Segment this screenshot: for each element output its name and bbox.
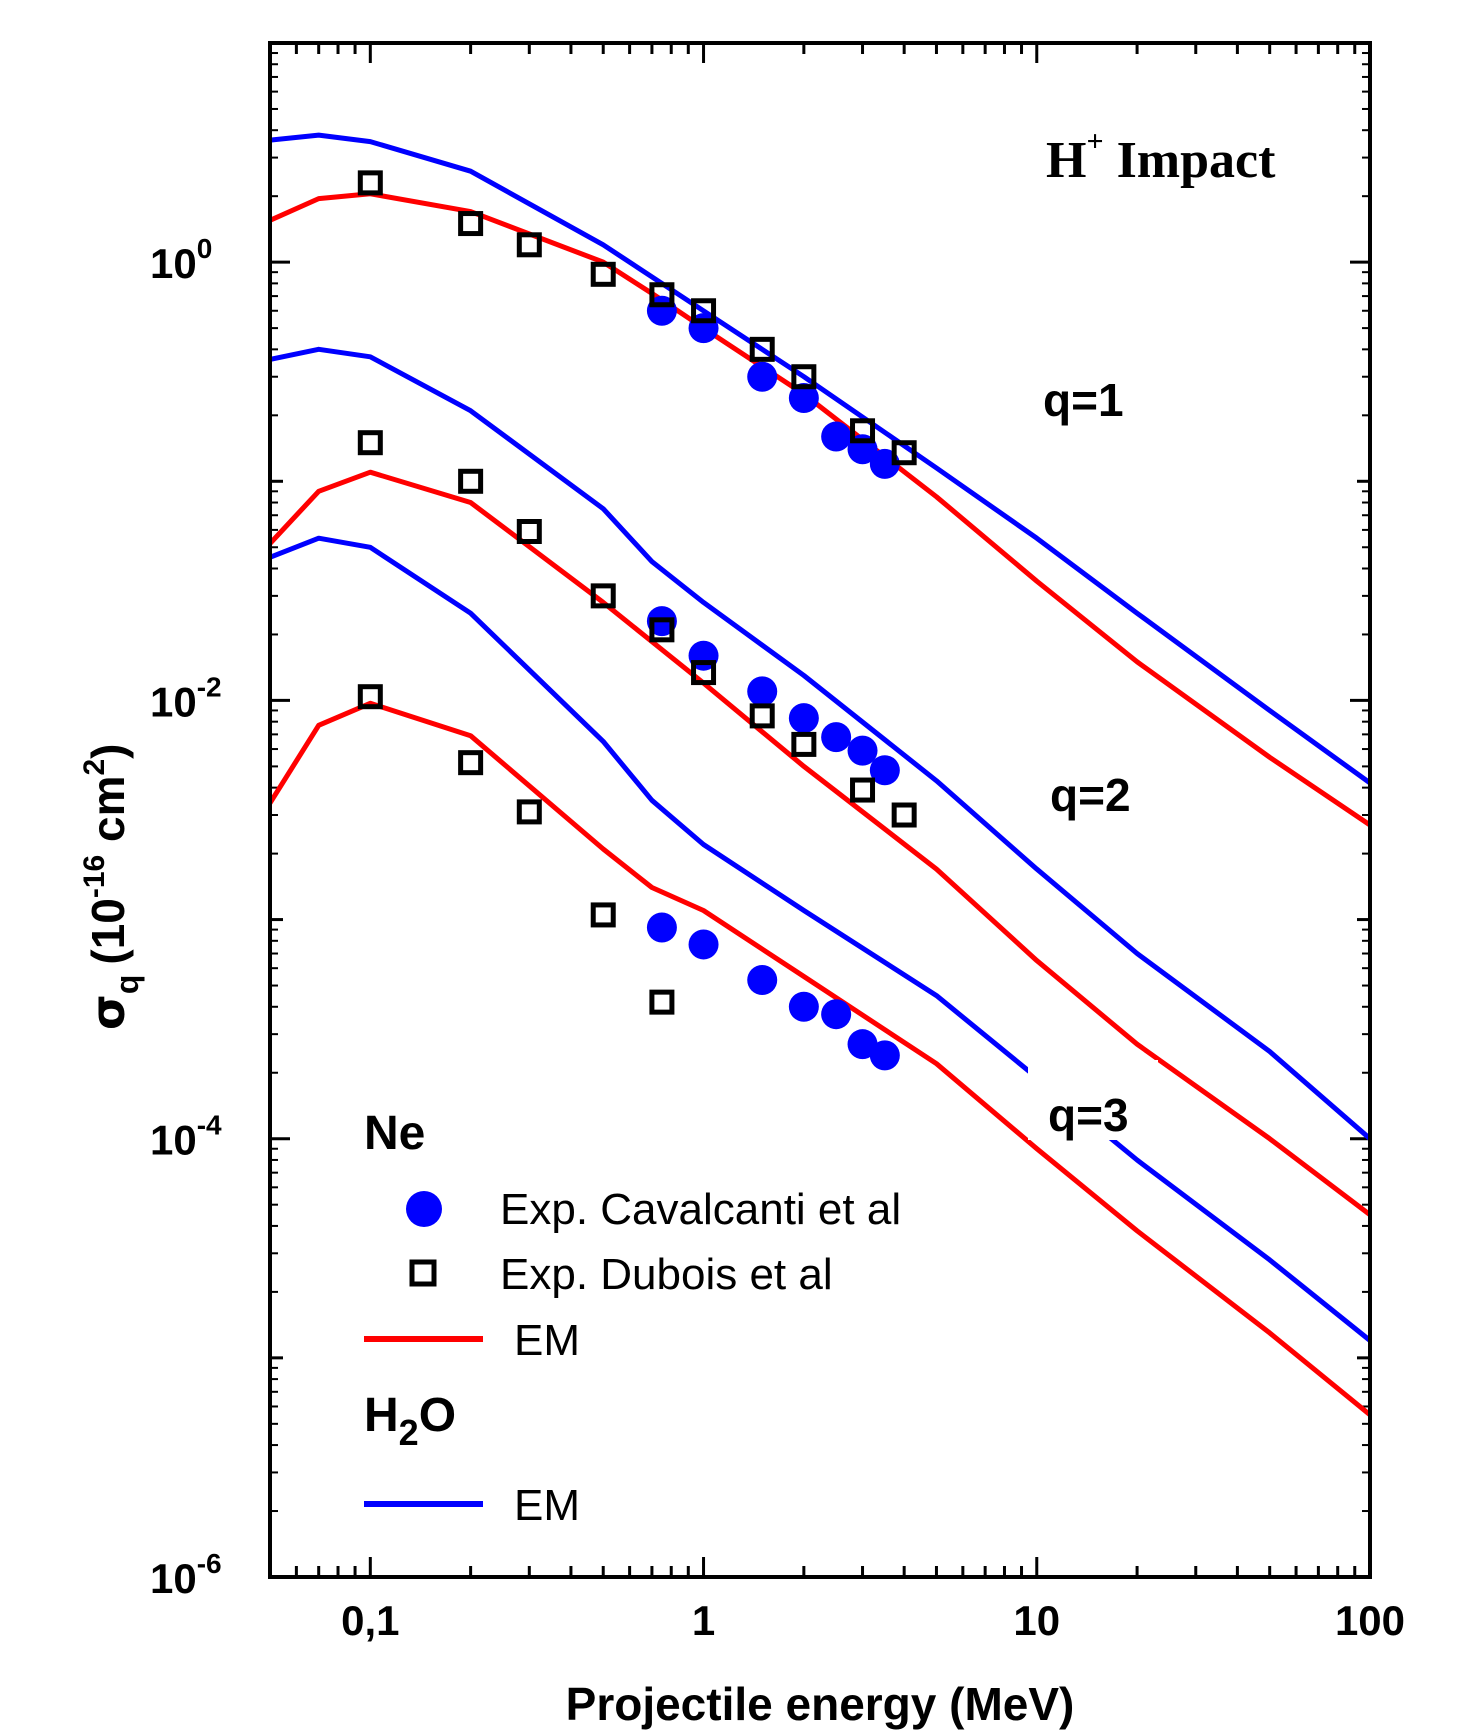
legend-h2o-em-label: EM <box>514 1481 580 1530</box>
dubois-point <box>791 731 817 757</box>
dubois-point <box>357 170 383 196</box>
legend-h2o-heading: H2O <box>364 1389 456 1453</box>
curve-labels: q=1 q=2 q=3 <box>1028 374 1158 1141</box>
y-axis-unit-mid: cm <box>82 776 134 855</box>
cavalcanti-point <box>747 676 778 707</box>
plot-frame <box>268 41 1372 1579</box>
dubois-point <box>749 703 775 729</box>
impact-annotation: H+ Impact <box>1046 125 1276 189</box>
dubois-point <box>850 777 876 803</box>
q3-label: q=3 <box>1048 1089 1129 1141</box>
y-tick-label: 10-4 <box>150 1110 222 1164</box>
dubois-point <box>791 364 817 390</box>
impact-annotation-h: H <box>1046 132 1086 189</box>
y-axis-sub: q <box>109 975 145 995</box>
cavalcanti-point <box>747 964 778 995</box>
y-axis-unit-exp2: 2 <box>78 759 111 776</box>
y-tick-label: 10-2 <box>150 671 222 725</box>
legend: Ne Exp. Cavalcanti et al Exp. Dubois et … <box>364 1107 901 1530</box>
cavalcanti-point <box>821 421 852 452</box>
y-axis-sigma: σ <box>81 994 135 1030</box>
x-tick-labels: 0,1 1 10 100 <box>341 1597 1405 1644</box>
impact-annotation-rest: Impact <box>1104 132 1277 189</box>
legend-h2o-sub: 2 <box>399 1412 419 1453</box>
cavalcanti-point <box>747 361 778 392</box>
dubois-point <box>516 519 542 545</box>
h2o-em-q3-curve <box>270 535 1370 1343</box>
x-tick-label: 0,1 <box>341 1597 399 1644</box>
cavalcanti-point <box>847 735 878 766</box>
legend-h2o-h: H <box>364 1389 399 1442</box>
h2o-em-q2-curve <box>270 346 1370 1141</box>
dubois-point <box>357 684 383 710</box>
dubois-point <box>458 468 484 494</box>
cavalcanti-point <box>821 999 852 1030</box>
q2-label: q=2 <box>1050 769 1131 821</box>
cavalcanti-point <box>788 703 819 734</box>
cavalcanti-point <box>646 912 677 943</box>
y-tick-label: 10-6 <box>150 1548 222 1602</box>
dubois-point <box>458 750 484 776</box>
y-axis-unit-exp: -16 <box>78 855 111 898</box>
legend-dubois-marker <box>409 1259 437 1287</box>
dubois-point <box>516 799 542 825</box>
cavalcanti-point <box>847 1029 878 1060</box>
y-tick-label: 100 <box>150 233 212 287</box>
y-axis-unit-pre: (10 <box>82 898 134 964</box>
y-axis-unit-post: ) <box>82 744 134 759</box>
x-tick-label: 10 <box>1013 1597 1060 1644</box>
x-axis-title: Projectile energy (MeV) <box>566 1678 1075 1730</box>
legend-dubois-label: Exp. Dubois et al <box>500 1250 833 1299</box>
dubois-point <box>516 232 542 258</box>
y-axis-title: σq (10-16 cm2) <box>78 744 145 1031</box>
cavalcanti-point <box>788 382 819 413</box>
dubois-point <box>891 440 917 466</box>
dubois-point <box>649 617 675 643</box>
cavalcanti-point <box>869 755 900 786</box>
legend-cavalcanti-marker <box>406 1191 442 1227</box>
dubois-point <box>458 211 484 237</box>
x-tick-label: 1 <box>692 1597 715 1644</box>
cavalcanti-point <box>821 722 852 753</box>
cavalcanti-point <box>788 991 819 1022</box>
dubois-point <box>590 261 616 287</box>
y-tick-labels: 100 10-2 10-4 10-6 <box>150 233 222 1602</box>
dubois-point <box>891 802 917 828</box>
cavalcanti-point <box>869 1040 900 1071</box>
dubois-point <box>649 989 675 1015</box>
impact-annotation-plus: + <box>1086 125 1103 158</box>
ne-em-q3-curve <box>270 700 1370 1417</box>
dubois-point <box>691 298 717 324</box>
dubois-point <box>590 583 616 609</box>
dubois-point <box>691 660 717 686</box>
legend-cavalcanti-label: Exp. Cavalcanti et al <box>500 1185 901 1234</box>
x-tick-label: 100 <box>1335 1597 1405 1644</box>
legend-h2o-o: O <box>419 1389 456 1442</box>
dubois-point <box>749 336 775 362</box>
experimental-points <box>357 170 917 1071</box>
dubois-point <box>357 430 383 456</box>
legend-ne-em-label: EM <box>514 1316 580 1365</box>
dubois-point <box>590 902 616 928</box>
cavalcanti-point <box>688 929 719 960</box>
q3-label-backdrop <box>1028 1060 1158 1140</box>
dubois-point <box>850 418 876 444</box>
legend-ne-heading: Ne <box>364 1107 425 1160</box>
q1-label: q=1 <box>1043 374 1124 426</box>
dubois-point <box>649 282 675 308</box>
